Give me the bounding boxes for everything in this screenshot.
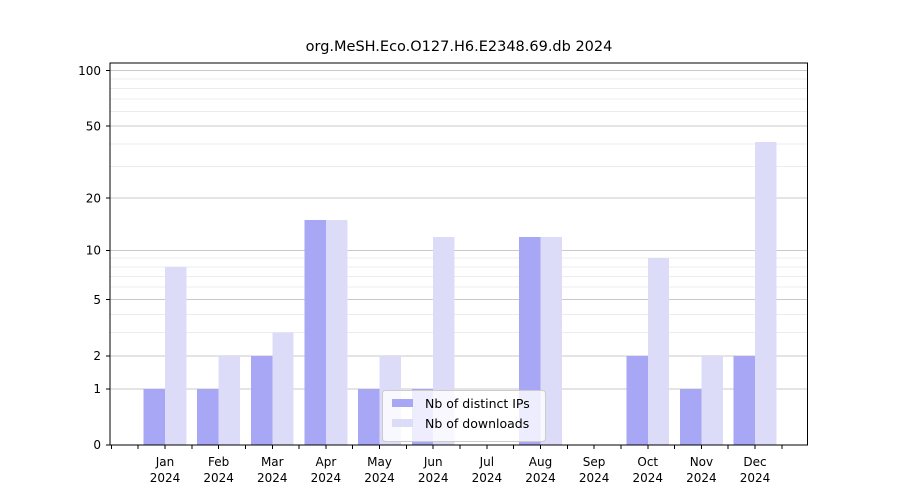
legend-label-distinct-ips: Nb of distinct IPs bbox=[425, 396, 530, 411]
bar-feb-distinct-ips bbox=[197, 388, 219, 445]
y-tick-label: 0 bbox=[93, 438, 101, 452]
bar-jan-distinct-ips bbox=[143, 388, 165, 445]
bar-dec-downloads bbox=[755, 141, 777, 445]
bar-dec-distinct-ips bbox=[733, 355, 756, 445]
y-tick-label: 5 bbox=[93, 293, 101, 307]
bar-apr-downloads bbox=[325, 220, 348, 445]
x-tick-label-month: Jun bbox=[423, 455, 443, 469]
y-tick-label: 50 bbox=[86, 119, 101, 133]
y-tick-label: 1 bbox=[93, 382, 101, 396]
legend-swatch-distinct-ips bbox=[392, 399, 413, 407]
y-tick-label: 100 bbox=[78, 64, 101, 78]
plot-border bbox=[109, 62, 808, 446]
axes-box bbox=[109, 62, 808, 446]
x-tick-label-year: 2024 bbox=[740, 471, 771, 485]
x-tick-label-year: 2024 bbox=[632, 471, 663, 485]
bar-nov-distinct-ips bbox=[680, 388, 702, 445]
x-tick-label-month: Nov bbox=[690, 455, 713, 469]
x-axis: Jan 2024 Feb 2024 Mar 2024 Apr 2024 May 2024 Jun 20… bbox=[110, 445, 783, 485]
x-tick-label-year: 2024 bbox=[364, 471, 395, 485]
major-gridlines bbox=[110, 70, 808, 390]
x-tick-label-month: Sep bbox=[583, 455, 606, 469]
legend-swatch-downloads bbox=[392, 419, 413, 427]
bar-feb-downloads bbox=[218, 355, 241, 445]
x-tick-label-year: 2024 bbox=[311, 471, 342, 485]
y-tick-label: 2 bbox=[93, 349, 101, 363]
y-tick-label: 20 bbox=[86, 191, 101, 205]
x-tick-label-month: Mar bbox=[261, 455, 284, 469]
x-tick-label-year: 2024 bbox=[418, 471, 449, 485]
minor-gridlines bbox=[110, 78, 808, 334]
bar-nov-downloads bbox=[701, 355, 723, 445]
x-tick-label-month: Aug bbox=[529, 455, 552, 469]
x-tick-label-year: 2024 bbox=[472, 471, 503, 485]
bar-mar-downloads bbox=[272, 332, 294, 445]
bar-oct-distinct-ips bbox=[626, 355, 648, 445]
legend-box bbox=[382, 390, 546, 442]
legend: Nb of distinct IPs Nb of downloads bbox=[382, 390, 546, 442]
chart-title: org.MeSH.Eco.O127.H6.E2348.69.db 2024 bbox=[306, 39, 613, 55]
x-tick-label-month: Jan bbox=[155, 455, 175, 469]
x-tick-label-year: 2024 bbox=[579, 471, 610, 485]
bar-may-distinct-ips bbox=[358, 388, 380, 445]
x-tick-label-year: 2024 bbox=[203, 471, 234, 485]
bar-oct-downloads bbox=[647, 258, 670, 445]
x-tick-label-year: 2024 bbox=[525, 471, 556, 485]
x-tick-label-month: Dec bbox=[743, 455, 766, 469]
legend-label-downloads: Nb of downloads bbox=[425, 416, 529, 431]
x-tick-label-month: Jul bbox=[479, 455, 494, 469]
x-tick-label-month: Apr bbox=[316, 455, 337, 469]
y-axis: 0 1 2 5 10 20 50 100 bbox=[78, 64, 110, 452]
bar-jan-downloads bbox=[165, 266, 187, 445]
x-tick-label-month: Feb bbox=[208, 455, 229, 469]
x-tick-label-year: 2024 bbox=[257, 471, 288, 485]
x-tick-label-year: 2024 bbox=[686, 471, 717, 485]
x-tick-label-year: 2024 bbox=[150, 471, 181, 485]
x-tick-label-month: Oct bbox=[637, 455, 658, 469]
bar-mar-distinct-ips bbox=[250, 355, 273, 445]
bar-apr-distinct-ips bbox=[304, 220, 326, 445]
y-tick-label: 10 bbox=[86, 244, 101, 258]
x-tick-label-month: May bbox=[367, 455, 392, 469]
